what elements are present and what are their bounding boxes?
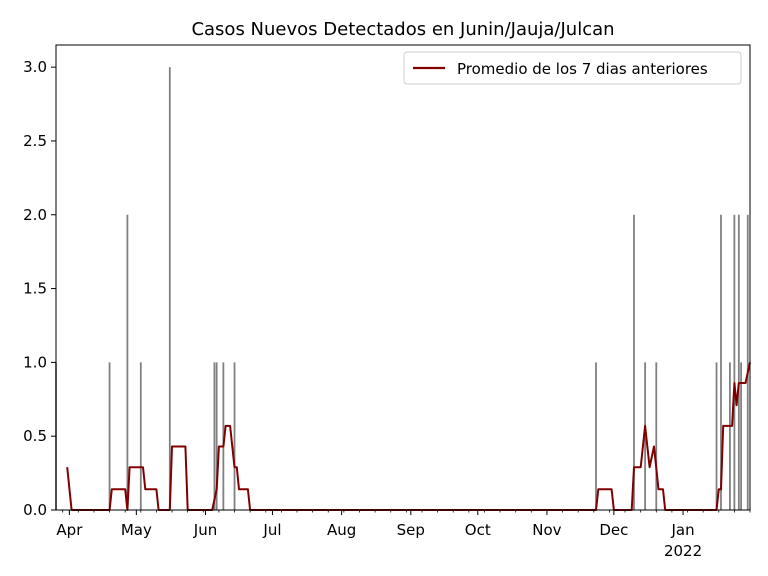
y-tick-label: 1.0 <box>23 353 47 371</box>
bar-2022-01-26 <box>737 214 740 510</box>
bar-2021-11-23 <box>595 362 597 510</box>
y-tick-label: 2.5 <box>23 132 47 150</box>
bar-2021-05-03 <box>139 362 142 510</box>
plot-area <box>55 67 751 511</box>
x-tick-label: Apr <box>56 521 83 539</box>
x-tick-year-label: 2022 <box>664 542 702 560</box>
bar-2022-01-30 <box>746 214 749 510</box>
x-tick-label: Jan <box>670 521 694 539</box>
legend-box <box>403 51 742 85</box>
legend: Promedio de los 7 dias anteriores <box>403 51 742 85</box>
bar-2022-01-27 <box>740 362 742 510</box>
y-tick-label: 0.5 <box>23 427 47 445</box>
x-tick-label: Oct <box>465 521 491 539</box>
series-line-0 <box>66 362 751 511</box>
bar-2022-01-22 <box>729 362 731 510</box>
x-tick-label: Aug <box>327 521 356 539</box>
bar-2021-06-06 <box>215 362 218 510</box>
y-tick-label: 3.0 <box>23 58 47 76</box>
x-tick-label: Nov <box>532 521 561 539</box>
bar-2021-04-19 <box>108 362 111 510</box>
x-axis: Apr May Jun Jul Aug Sep Oct Nov Dec Jan 2022 <box>56 510 751 560</box>
bar-2021-05-16 <box>168 67 171 511</box>
bar-2022-01-16 <box>715 362 718 510</box>
bar-2021-12-15 <box>644 362 647 510</box>
x-tick-label: Sep <box>397 521 425 539</box>
y-tick-label: 2.0 <box>23 206 47 224</box>
bar-2022-01-24 <box>733 214 736 510</box>
bar-2021-06-14 <box>233 362 236 510</box>
bar-2021-12-20 <box>655 362 658 510</box>
y-tick-label: 1.5 <box>23 280 47 298</box>
y-tick-label: 0.0 <box>23 501 47 519</box>
x-tick-label: Jun <box>193 521 217 539</box>
x-tick-label: May <box>121 521 152 539</box>
bar-2021-12-10 <box>633 214 635 510</box>
bar-2021-06-05 <box>213 362 216 510</box>
bar-2022-01-18 <box>720 214 722 510</box>
line-layer <box>66 362 751 511</box>
chart-title: Casos Nuevos Detectados en Junin/Jauja/J… <box>191 19 614 40</box>
bar-2021-06-09 <box>222 362 225 510</box>
x-tick-label: Jul <box>262 521 281 539</box>
legend-label: Promedio de los 7 dias anteriores <box>457 60 708 78</box>
plot-frame <box>55 44 751 511</box>
x-tick-label: Dec <box>599 521 628 539</box>
bar-2021-04-27 <box>126 214 129 510</box>
y-axis: 0.0 0.5 1.0 1.5 2.0 2.5 3.0 <box>23 58 56 519</box>
